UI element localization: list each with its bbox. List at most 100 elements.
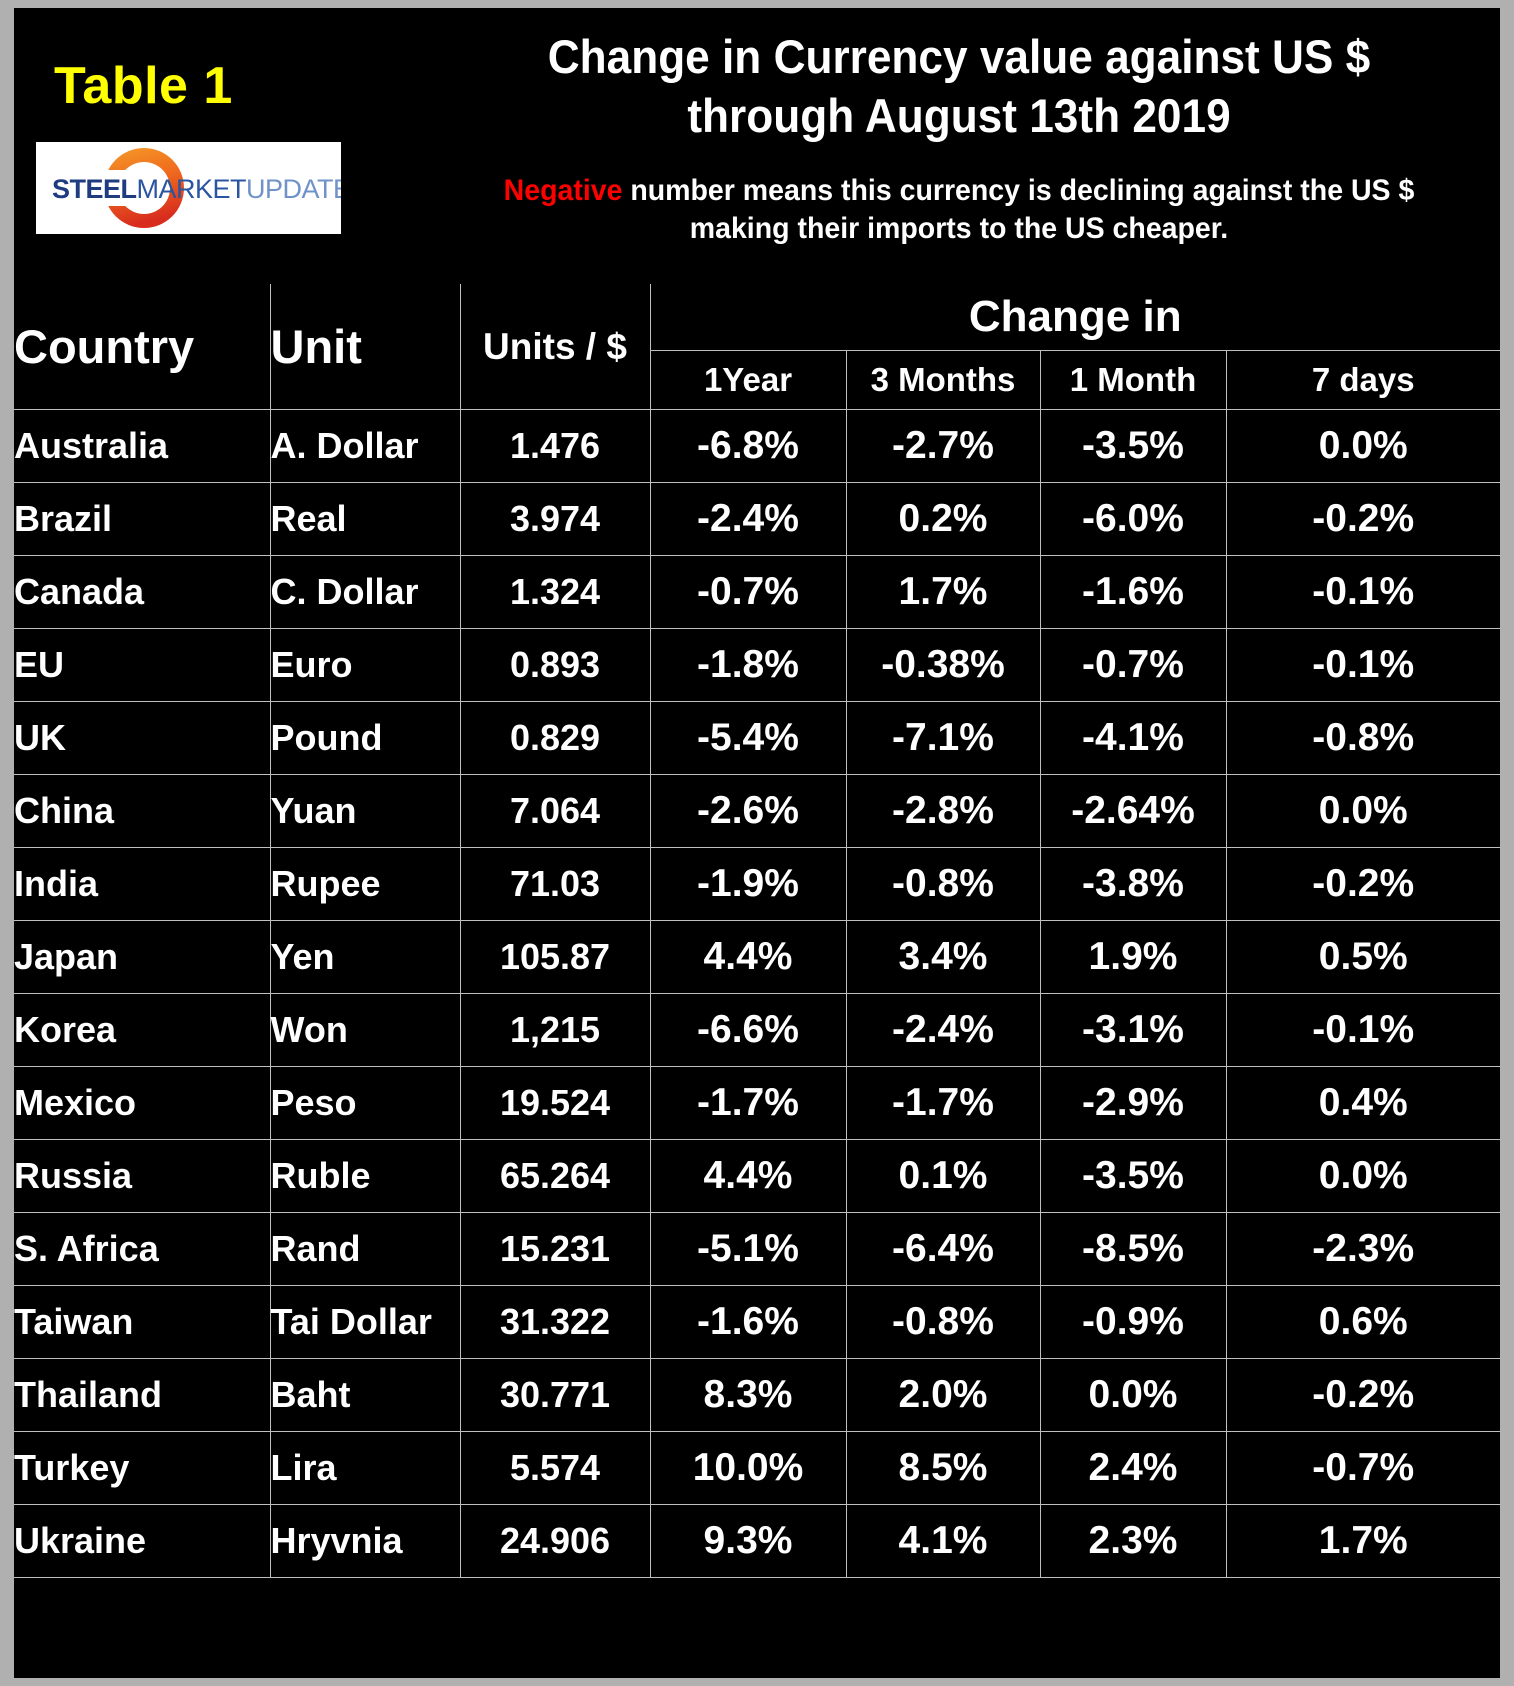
cell-change-1year: -1.9%	[649, 847, 847, 921]
table-body: Australia A. Dollar 1.476 -6.8% -2.7% -3.5% 0.…	[14, 409, 1500, 1578]
cell-change-3months: -6.4%	[845, 1212, 1041, 1286]
cell-change-3months: 8.5%	[845, 1431, 1041, 1505]
col-header-period-7days: 7 days	[1225, 350, 1500, 410]
cell-change-3months: 3.4%	[845, 920, 1041, 994]
cell-change-7days: -0.2%	[1225, 1358, 1500, 1432]
col-header-unit: Unit	[269, 284, 461, 410]
cell-change-1month: -3.8%	[1039, 847, 1227, 921]
table-row: Japan Yen 105.87 4.4% 3.4% 1.9% 0.5%	[14, 920, 1500, 994]
cell-change-1month: -6.0%	[1039, 482, 1227, 556]
cell-unit: Baht	[269, 1358, 461, 1432]
cell-unit: C. Dollar	[269, 555, 461, 629]
table-row: Brazil Real 3.974 -2.4% 0.2% -6.0% -0.2%	[14, 482, 1500, 556]
cell-change-3months: -7.1%	[845, 701, 1041, 775]
col-header-period-1month: 1 Month	[1039, 350, 1227, 410]
cell-units-per-dollar: 3.974	[459, 482, 651, 556]
table-row: Korea Won 1,215 -6.6% -2.4% -3.1% -0.1%	[14, 993, 1500, 1067]
main-title: Change in Currency value against US $ th…	[547, 30, 1371, 142]
cell-change-1year: -6.6%	[649, 993, 847, 1067]
cell-unit: Rupee	[269, 847, 461, 921]
subtitle-note: Negative number means this currency is d…	[479, 172, 1439, 249]
cell-change-1year: 8.3%	[649, 1358, 847, 1432]
cell-country: Mexico	[14, 1066, 271, 1140]
cell-change-1month: -0.7%	[1039, 628, 1227, 702]
cell-country: Taiwan	[14, 1285, 271, 1359]
table-row: China Yuan 7.064 -2.6% -2.8% -2.64% 0.0%	[14, 774, 1500, 848]
cell-units-per-dollar: 30.771	[459, 1358, 651, 1432]
cell-change-1year: -1.8%	[649, 628, 847, 702]
cell-units-per-dollar: 31.322	[459, 1285, 651, 1359]
cell-country: Canada	[14, 555, 271, 629]
cell-change-1year: 4.4%	[649, 920, 847, 994]
table-row: Thailand Baht 30.771 8.3% 2.0% 0.0% -0.2%	[14, 1358, 1500, 1432]
cell-change-1year: 9.3%	[649, 1504, 847, 1578]
cell-country: China	[14, 774, 271, 848]
cell-change-1month: -2.9%	[1039, 1066, 1227, 1140]
cell-change-1month: 1.9%	[1039, 920, 1227, 994]
col-header-units-per-dollar: Units / $	[459, 284, 651, 410]
cell-country: Ukraine	[14, 1504, 271, 1578]
cell-change-3months: 1.7%	[845, 555, 1041, 629]
cell-change-1month: -8.5%	[1039, 1212, 1227, 1286]
cell-units-per-dollar: 71.03	[459, 847, 651, 921]
cell-change-1month: -3.1%	[1039, 993, 1227, 1067]
table-row: UK Pound 0.829 -5.4% -7.1% -4.1% -0.8%	[14, 701, 1500, 775]
table-row: Mexico Peso 19.524 -1.7% -1.7% -2.9% 0.4%	[14, 1066, 1500, 1140]
cell-change-7days: 0.0%	[1225, 774, 1500, 848]
cell-change-1month: -4.1%	[1039, 701, 1227, 775]
cell-unit: Pound	[269, 701, 461, 775]
subtitle-rest-text: number means this currency is declining …	[622, 173, 1415, 245]
logo-word-steel: STEEL	[52, 174, 137, 204]
table-row: EU Euro 0.893 -1.8% -0.38% -0.7% -0.1%	[14, 628, 1500, 702]
col-header-change-group: Change in	[649, 284, 1500, 351]
cell-units-per-dollar: 1,215	[459, 993, 651, 1067]
cell-change-1year: -0.7%	[649, 555, 847, 629]
cell-units-per-dollar: 7.064	[459, 774, 651, 848]
cell-unit: Real	[269, 482, 461, 556]
cell-country: Korea	[14, 993, 271, 1067]
cell-change-1year: -2.6%	[649, 774, 847, 848]
cell-change-3months: -0.38%	[845, 628, 1041, 702]
table-head: Country Unit Units / $ Change in 1Year 3…	[14, 284, 1500, 410]
cell-change-3months: 0.1%	[845, 1139, 1041, 1213]
col-header-country: Country	[14, 284, 271, 410]
table-row: Australia A. Dollar 1.476 -6.8% -2.7% -3.5% 0.…	[14, 409, 1500, 483]
cell-change-1year: 4.4%	[649, 1139, 847, 1213]
table-row: Turkey Lira 5.574 10.0% 8.5% 2.4% -0.7%	[14, 1431, 1500, 1505]
cell-change-3months: -0.8%	[845, 1285, 1041, 1359]
cell-change-7days: -0.1%	[1225, 993, 1500, 1067]
cell-unit: Hryvnia	[269, 1504, 461, 1578]
cell-change-3months: 4.1%	[845, 1504, 1041, 1578]
table-row: S. Africa Rand 15.231 -5.1% -6.4% -8.5% -2.3%	[14, 1212, 1500, 1286]
cell-unit: Yuan	[269, 774, 461, 848]
cell-change-7days: -0.2%	[1225, 847, 1500, 921]
cell-change-1year: -6.8%	[649, 409, 847, 483]
cell-units-per-dollar: 1.324	[459, 555, 651, 629]
cell-change-1month: -2.64%	[1039, 774, 1227, 848]
cell-country: EU	[14, 628, 271, 702]
cell-change-7days: 1.7%	[1225, 1504, 1500, 1578]
cell-change-7days: -0.1%	[1225, 555, 1500, 629]
cell-change-3months: -2.8%	[845, 774, 1041, 848]
col-header-period-1year: 1Year	[650, 350, 847, 410]
cell-units-per-dollar: 1.476	[459, 409, 651, 483]
cell-unit: Peso	[269, 1066, 461, 1140]
table-row: Canada C. Dollar 1.324 -0.7% 1.7% -1.6% -0.1%	[14, 555, 1500, 629]
cell-unit: Lira	[269, 1431, 461, 1505]
table-row: Ukraine Hryvnia 24.906 9.3% 4.1% 2.3% 1.7%	[14, 1504, 1500, 1578]
header-block: Table 1 STEELMARKETUPDATE Change in Curr…	[14, 8, 1500, 284]
logo-word-update: UPDATE	[246, 174, 341, 204]
cell-unit: Ruble	[269, 1139, 461, 1213]
currency-change-table: Country Unit Units / $ Change in 1Year 3…	[14, 284, 1500, 1578]
cell-change-1month: -3.5%	[1039, 1139, 1227, 1213]
cell-country: S. Africa	[14, 1212, 271, 1286]
cell-change-1month: 2.4%	[1039, 1431, 1227, 1505]
cell-change-3months: -1.7%	[845, 1066, 1041, 1140]
cell-change-1year: -1.7%	[649, 1066, 847, 1140]
cell-country: Russia	[14, 1139, 271, 1213]
cell-change-3months: -0.8%	[845, 847, 1041, 921]
cell-change-7days: -2.3%	[1225, 1212, 1500, 1286]
logo-word-market: MARKET	[136, 174, 247, 204]
table-row: Russia Ruble 65.264 4.4% 0.1% -3.5% 0.0%	[14, 1139, 1500, 1213]
cell-units-per-dollar: 5.574	[459, 1431, 651, 1505]
